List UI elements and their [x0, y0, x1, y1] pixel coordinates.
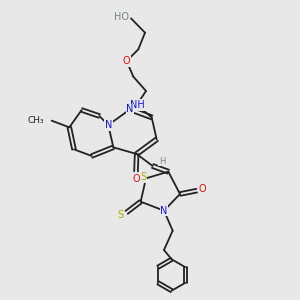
Text: S: S [140, 172, 146, 182]
Text: O: O [199, 184, 206, 194]
Text: NH: NH [130, 100, 145, 110]
Text: S: S [118, 210, 124, 220]
Text: N: N [160, 206, 168, 216]
Text: HO: HO [114, 12, 129, 22]
Text: N: N [126, 104, 134, 114]
Text: N: N [105, 120, 112, 130]
Text: O: O [132, 174, 140, 184]
Text: CH₃: CH₃ [28, 116, 44, 125]
Text: O: O [123, 56, 130, 66]
Text: H: H [159, 157, 165, 166]
